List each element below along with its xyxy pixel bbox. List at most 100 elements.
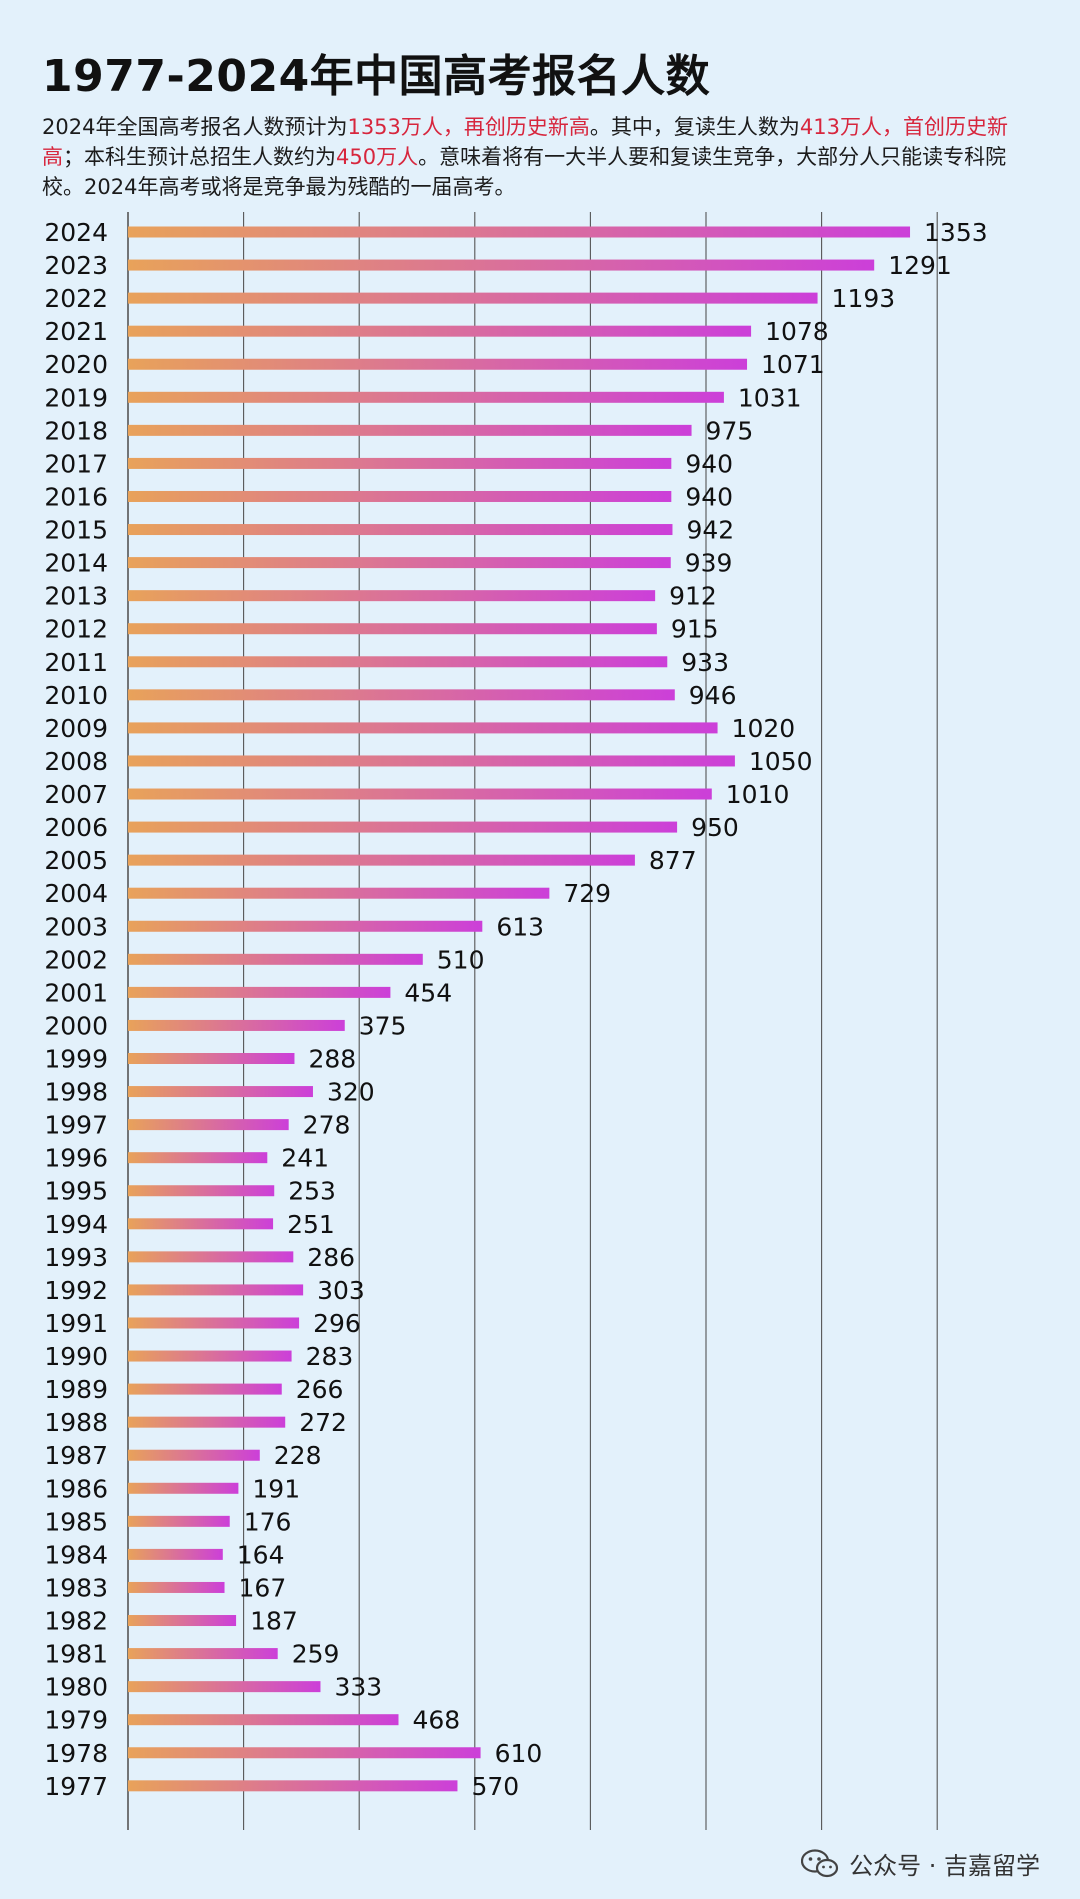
value-label: 164 — [237, 1540, 285, 1569]
year-label: 2003 — [44, 912, 108, 941]
bar — [128, 424, 692, 436]
bar — [128, 1218, 274, 1230]
year-label: 2002 — [44, 945, 108, 974]
value-label: 333 — [334, 1673, 382, 1702]
year-label: 2013 — [44, 582, 108, 611]
bar — [128, 590, 656, 602]
bar — [128, 1615, 237, 1627]
bar — [128, 1449, 260, 1461]
bar — [128, 259, 875, 271]
year-label: 1992 — [44, 1276, 108, 1305]
value-label: 375 — [359, 1011, 407, 1040]
bar — [128, 920, 483, 932]
year-label: 1997 — [44, 1111, 108, 1140]
footer-text: 公众号 · 吉嘉留学 — [849, 1852, 1040, 1880]
value-label: 610 — [495, 1739, 543, 1768]
value-label: 1020 — [732, 714, 796, 743]
intro-highlight-3: 450万人 — [336, 145, 419, 169]
bar — [128, 722, 718, 734]
year-label: 2007 — [44, 780, 108, 809]
year-label: 1996 — [44, 1144, 108, 1173]
value-label: 278 — [303, 1111, 351, 1140]
bar — [128, 821, 678, 833]
bar — [128, 226, 911, 238]
value-label: 296 — [313, 1309, 361, 1338]
year-label: 2018 — [44, 416, 108, 445]
bar — [128, 1681, 321, 1693]
page-title: 1977-2024年中国高考报名人数 — [42, 51, 711, 102]
bar — [128, 1780, 458, 1792]
bar — [128, 1350, 292, 1362]
intro-text-2: 。其中，复读生人数为 — [589, 115, 800, 139]
bar — [128, 1648, 278, 1660]
value-label: 570 — [471, 1772, 519, 1801]
year-label: 1979 — [44, 1706, 108, 1735]
year-label: 2023 — [44, 251, 108, 280]
bars: 2024 1353 2023 1291 2022 1193 2021 1078 2020 1071… — [44, 218, 987, 1801]
bar — [128, 953, 423, 965]
value-label: 283 — [306, 1342, 354, 1371]
value-label: 1291 — [888, 251, 952, 280]
value-label: 303 — [317, 1276, 365, 1305]
year-label: 1982 — [44, 1607, 108, 1636]
year-label: 1983 — [44, 1573, 108, 1602]
value-label: 320 — [327, 1078, 375, 1107]
intro-text-3: ；本科生预计总招生人数约为 — [63, 145, 336, 169]
value-label: 266 — [296, 1375, 344, 1404]
intro-text-4: 。意味着将有一大半人要和复读生竞争，大部分人只能读专科院校。2024年高考或将是… — [42, 145, 1007, 199]
year-label: 2006 — [44, 813, 108, 842]
bar — [128, 292, 818, 304]
intro-highlight-1: 1353万人，再创历史新高 — [347, 115, 590, 139]
value-label: 228 — [274, 1441, 322, 1470]
year-label: 1986 — [44, 1474, 108, 1503]
value-label: 253 — [288, 1177, 336, 1206]
bar — [128, 1581, 225, 1593]
value-label: 877 — [649, 846, 697, 875]
bar — [128, 1086, 313, 1098]
year-label: 1984 — [44, 1540, 108, 1569]
bar — [128, 358, 748, 370]
year-label: 1995 — [44, 1177, 108, 1206]
value-label: 729 — [563, 879, 611, 908]
value-label: 286 — [307, 1243, 355, 1272]
year-label: 1990 — [44, 1342, 108, 1371]
value-label: 915 — [671, 615, 719, 644]
bar — [128, 656, 668, 668]
year-label: 2012 — [44, 615, 108, 644]
value-label: 468 — [413, 1706, 461, 1735]
value-label: 942 — [686, 516, 734, 545]
bar — [128, 1053, 295, 1064]
bar — [128, 788, 712, 800]
bar — [128, 755, 735, 767]
year-label: 2024 — [44, 218, 108, 247]
year-label: 2016 — [44, 482, 108, 511]
value-label: 1353 — [924, 218, 988, 247]
bar — [128, 854, 635, 866]
value-label: 940 — [685, 482, 733, 511]
bar — [128, 1482, 239, 1494]
year-label: 2004 — [44, 879, 108, 908]
bar — [128, 490, 672, 502]
value-label: 187 — [250, 1607, 298, 1636]
bar — [128, 1383, 282, 1395]
year-label: 2014 — [44, 549, 108, 578]
year-label: 2021 — [44, 317, 108, 346]
bar — [128, 1251, 294, 1263]
year-label: 1988 — [44, 1408, 108, 1437]
intro-paragraph: 2024年全国高考报名人数预计为1353万人，再创历史新高。其中，复读生人数为4… — [42, 112, 1042, 202]
bar — [128, 557, 671, 569]
year-label: 1987 — [44, 1441, 108, 1470]
value-label: 1050 — [749, 747, 813, 776]
value-label: 1010 — [726, 780, 790, 809]
year-label: 1985 — [44, 1507, 108, 1536]
bar — [128, 1416, 286, 1428]
year-label: 1980 — [44, 1673, 108, 1702]
bar — [128, 623, 657, 635]
value-label: 167 — [239, 1573, 287, 1602]
value-label: 1078 — [765, 317, 829, 346]
value-label: 946 — [689, 681, 737, 710]
bar — [128, 325, 752, 337]
year-label: 1999 — [44, 1045, 108, 1074]
value-label: 259 — [292, 1640, 340, 1669]
